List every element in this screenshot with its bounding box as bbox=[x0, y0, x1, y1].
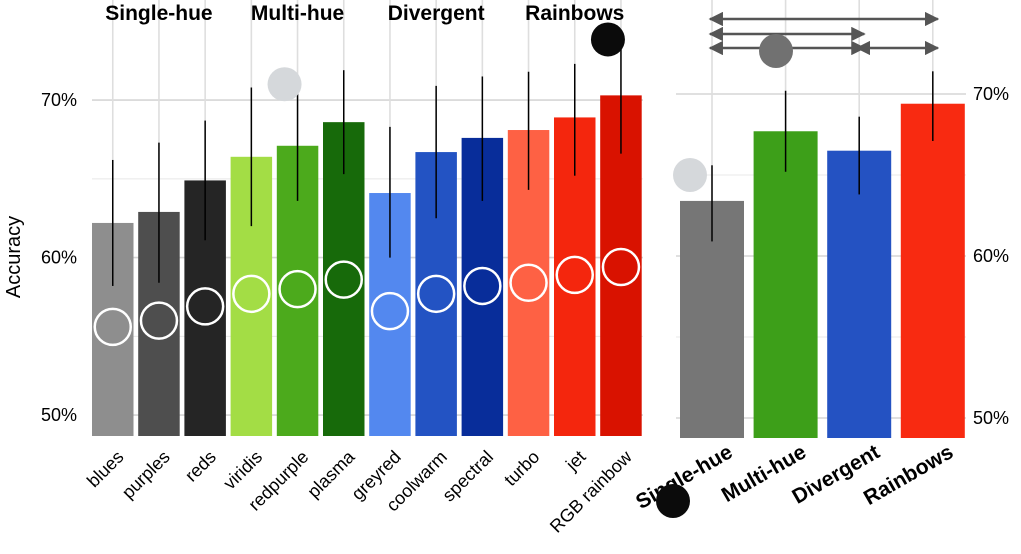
mean-dot bbox=[324, 260, 363, 299]
annotation-dot bbox=[590, 22, 625, 57]
mean-dot bbox=[601, 247, 641, 287]
mean-dot bbox=[139, 301, 179, 340]
right-panel-groups: 50%60%70%Single-hueMulti-hueDivergentRai… bbox=[632, 0, 1009, 518]
x-tick-label: RGB rainbow bbox=[546, 446, 637, 537]
y-tick-label: 50% bbox=[973, 408, 1009, 428]
mean-dot bbox=[278, 269, 317, 309]
y-tick-label: 70% bbox=[973, 84, 1009, 104]
y-tick-label: 70% bbox=[41, 90, 77, 110]
mean-dot bbox=[232, 274, 271, 314]
x-tick-label: purples bbox=[118, 447, 174, 503]
mean-dot bbox=[463, 266, 502, 306]
group-title: Divergent bbox=[388, 2, 485, 25]
group-bar-multi-hue bbox=[753, 131, 818, 438]
mean-dot bbox=[509, 263, 548, 303]
y-axis-label: Accuracy bbox=[3, 216, 25, 298]
x-tick-label: reds bbox=[181, 447, 220, 486]
group-title: Single-hue bbox=[105, 2, 212, 25]
annotation-dot bbox=[656, 484, 690, 518]
annotation-dot bbox=[267, 67, 302, 102]
group-title: Rainbows bbox=[525, 2, 624, 25]
annotation-dot bbox=[759, 34, 793, 68]
x-tick-label: spectral bbox=[438, 447, 497, 506]
mean-dot bbox=[416, 274, 456, 314]
annotation-dot bbox=[673, 158, 707, 192]
group-bar-divergent bbox=[827, 150, 892, 438]
x-tick-label: turbo bbox=[500, 447, 543, 490]
y-tick-label: 60% bbox=[973, 246, 1009, 266]
mean-dot bbox=[93, 307, 132, 347]
group-bar-rainbows bbox=[900, 103, 965, 438]
mean-dot bbox=[370, 291, 410, 331]
mean-dot bbox=[555, 255, 594, 295]
y-tick-label: 60% bbox=[41, 248, 77, 268]
group-title: Multi-hue bbox=[251, 2, 344, 25]
mean-dot bbox=[185, 287, 225, 326]
x-tick-label: jet bbox=[561, 447, 589, 475]
y-tick-label: 50% bbox=[41, 405, 77, 425]
